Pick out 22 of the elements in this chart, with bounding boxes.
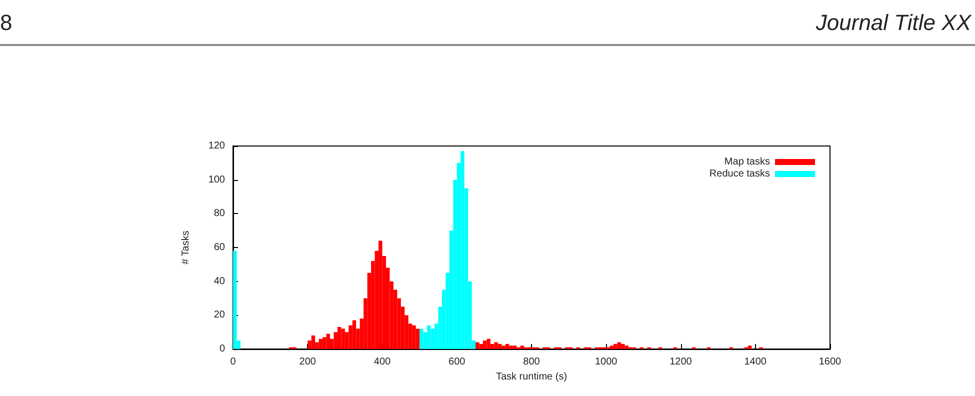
x-tick-label: 1000 — [595, 356, 618, 368]
y-tick-label: 40 — [214, 276, 226, 287]
x-tick-label: 1400 — [744, 356, 767, 368]
x-tick-label: 800 — [523, 356, 540, 368]
y-axis-title: # Tasks — [180, 230, 192, 264]
x-tick-label: 0 — [230, 356, 236, 368]
x-tick-label: 1600 — [818, 356, 842, 368]
x-tick-label: 1200 — [670, 356, 692, 368]
text: 8 — [0, 10, 12, 36]
y-tick-label: 60 — [214, 242, 226, 253]
y-tick-label: 100 — [208, 174, 226, 186]
y-tick-label: 0 — [219, 344, 226, 354]
x-tick-label: 400 — [374, 356, 392, 368]
y-tick-label: 80 — [214, 208, 226, 220]
text: Journal Title XX — [816, 10, 971, 36]
x-tick-label: 200 — [299, 356, 316, 368]
x-axis-title: Task runtime (s) — [496, 371, 568, 382]
legend-label: Map tasks — [724, 156, 770, 168]
legend-label: Reduce tasks — [709, 168, 770, 180]
x-tick-label: 600 — [448, 356, 466, 368]
y-tick-label: 120 — [208, 140, 226, 152]
y-tick-label: 20 — [214, 310, 226, 321]
